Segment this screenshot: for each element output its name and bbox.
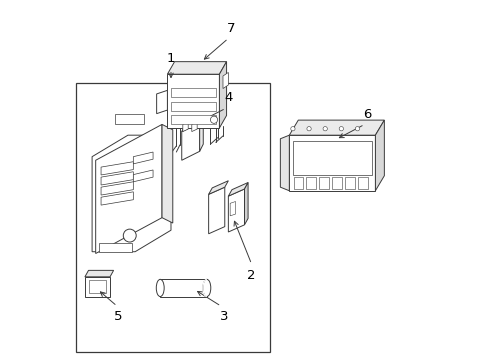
Ellipse shape (156, 279, 164, 297)
Polygon shape (280, 135, 289, 191)
Polygon shape (171, 102, 215, 111)
Text: 5: 5 (114, 310, 122, 323)
Polygon shape (182, 116, 203, 132)
Circle shape (210, 116, 217, 123)
Polygon shape (182, 123, 199, 160)
Text: 2: 2 (247, 269, 255, 282)
Text: 1: 1 (166, 52, 175, 65)
Polygon shape (99, 243, 131, 252)
Polygon shape (162, 125, 172, 223)
Polygon shape (289, 120, 384, 135)
Polygon shape (115, 114, 144, 125)
Circle shape (339, 127, 343, 131)
Polygon shape (199, 116, 203, 151)
Polygon shape (228, 189, 244, 232)
Polygon shape (289, 135, 375, 191)
Bar (88, 280, 106, 293)
Polygon shape (244, 183, 247, 225)
Ellipse shape (203, 279, 210, 297)
Polygon shape (223, 72, 228, 89)
Polygon shape (92, 135, 171, 252)
Polygon shape (375, 120, 384, 191)
Polygon shape (191, 122, 197, 132)
Polygon shape (101, 172, 133, 185)
Polygon shape (230, 202, 235, 216)
Polygon shape (167, 74, 219, 128)
Polygon shape (219, 62, 226, 128)
Text: 6: 6 (363, 108, 371, 121)
Bar (292, 140, 371, 175)
Polygon shape (357, 177, 367, 189)
Polygon shape (156, 90, 167, 114)
Text: 3: 3 (220, 310, 228, 323)
Circle shape (123, 229, 136, 242)
Polygon shape (208, 187, 224, 234)
Bar (76, 83, 269, 352)
Polygon shape (228, 183, 247, 196)
Polygon shape (208, 181, 228, 194)
Circle shape (323, 127, 326, 131)
Polygon shape (133, 170, 153, 182)
Polygon shape (101, 182, 133, 195)
Polygon shape (293, 177, 303, 189)
Polygon shape (345, 177, 354, 189)
Circle shape (355, 127, 359, 131)
Polygon shape (331, 177, 341, 189)
Polygon shape (96, 125, 162, 253)
Polygon shape (101, 192, 133, 205)
Polygon shape (306, 177, 315, 189)
Polygon shape (85, 277, 110, 297)
Bar (160, 279, 206, 297)
Polygon shape (171, 116, 215, 125)
Text: 7: 7 (226, 22, 235, 35)
Circle shape (306, 127, 310, 131)
Polygon shape (183, 122, 188, 132)
Polygon shape (171, 88, 215, 97)
Circle shape (290, 127, 294, 131)
Polygon shape (167, 62, 226, 74)
Text: 4: 4 (224, 91, 232, 104)
Polygon shape (319, 177, 328, 189)
Polygon shape (101, 162, 133, 175)
Polygon shape (85, 270, 113, 277)
Polygon shape (133, 152, 153, 164)
